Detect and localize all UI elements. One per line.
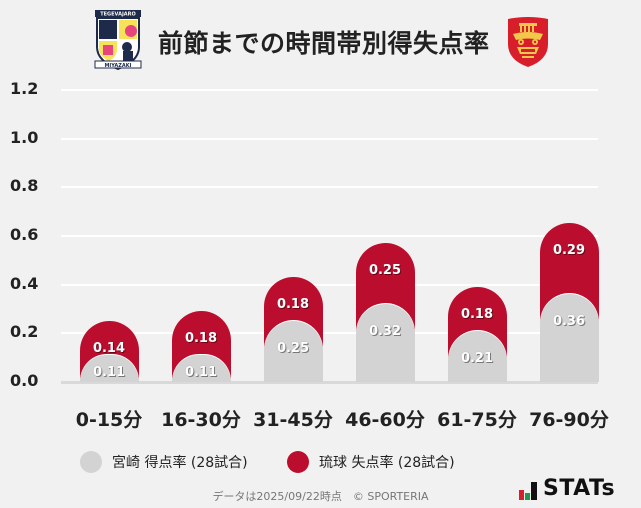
y-tick: 0.2	[10, 322, 39, 341]
stats-brand: STATs	[519, 478, 615, 500]
gridline	[61, 332, 598, 334]
x-tick-label: 61-75分	[437, 409, 517, 431]
y-tick: 1.0	[10, 128, 39, 147]
legend-label: 琉球 失点率 (28試合)	[319, 455, 455, 471]
value-label-miyazaki: 0.32	[368, 323, 402, 339]
value-label-ryukyu: 0.18	[184, 331, 218, 347]
legend-item-ryukyu[interactable]: 琉球 失点率 (28試合)	[287, 450, 455, 474]
value-label-ryukyu: 0.14	[92, 340, 126, 356]
svg-text:MIYAZAKI: MIYAZAKI	[104, 63, 131, 69]
value-label-miyazaki: 0.25	[276, 340, 310, 356]
gridline	[61, 138, 598, 140]
chart-title: 前節までの時間帯別得失点率	[158, 29, 490, 58]
value-label-miyazaki: 0.11	[92, 365, 126, 380]
value-label-miyazaki: 0.36	[552, 314, 586, 330]
value-label-ryukyu: 0.18	[460, 306, 494, 322]
y-tick: 1.2	[10, 79, 39, 98]
y-tick: 0.4	[10, 274, 39, 293]
value-label-miyazaki: 0.21	[460, 350, 494, 366]
stats-logo-text: STATs	[543, 476, 616, 501]
x-axis-baseline	[61, 381, 598, 384]
data-source-note: データは2025/09/22時点 © SPORTERIA	[212, 490, 429, 503]
legend-label: 宮崎 得点率 (28試合)	[112, 455, 248, 471]
bar-miyazaki-scored	[447, 330, 507, 382]
gridline	[61, 284, 598, 286]
bar-miyazaki-scored	[539, 294, 599, 382]
x-tick-label: 76-90分	[529, 409, 609, 431]
gridline	[61, 235, 598, 237]
value-label-ryukyu: 0.18	[276, 296, 310, 312]
y-tick: 0.6	[10, 225, 39, 244]
stats-bars-icon	[519, 482, 537, 500]
bar-miyazaki-scored	[355, 303, 415, 382]
value-label-ryukyu: 0.29	[552, 243, 586, 259]
chart-header: TEGEVAJARO MIYAZAKI 前節までの時間帯別得失点率	[0, 0, 641, 80]
svg-text:TEGEVAJARO: TEGEVAJARO	[100, 12, 136, 18]
legend-item-miyazaki[interactable]: 宮崎 得点率 (28試合)	[80, 450, 248, 474]
bar-miyazaki-scored	[263, 320, 323, 382]
ryukyu-shisa-crest-icon	[505, 16, 551, 68]
gridline	[61, 186, 598, 188]
gridline	[61, 89, 598, 91]
y-tick: 0.0	[10, 371, 39, 390]
x-tick-label: 0-15分	[75, 409, 143, 431]
legend-swatch-gray-icon	[80, 451, 102, 473]
y-tick: 0.8	[10, 176, 39, 195]
x-tick-label: 46-60分	[345, 409, 425, 431]
x-tick-label: 16-30分	[161, 409, 241, 431]
miyazaki-crest-icon: TEGEVAJARO MIYAZAKI	[93, 9, 143, 71]
legend-swatch-red-icon	[287, 451, 309, 473]
x-tick-label: 31-45分	[253, 409, 333, 431]
value-label-ryukyu: 0.25	[368, 262, 402, 278]
value-label-miyazaki: 0.11	[184, 365, 218, 380]
